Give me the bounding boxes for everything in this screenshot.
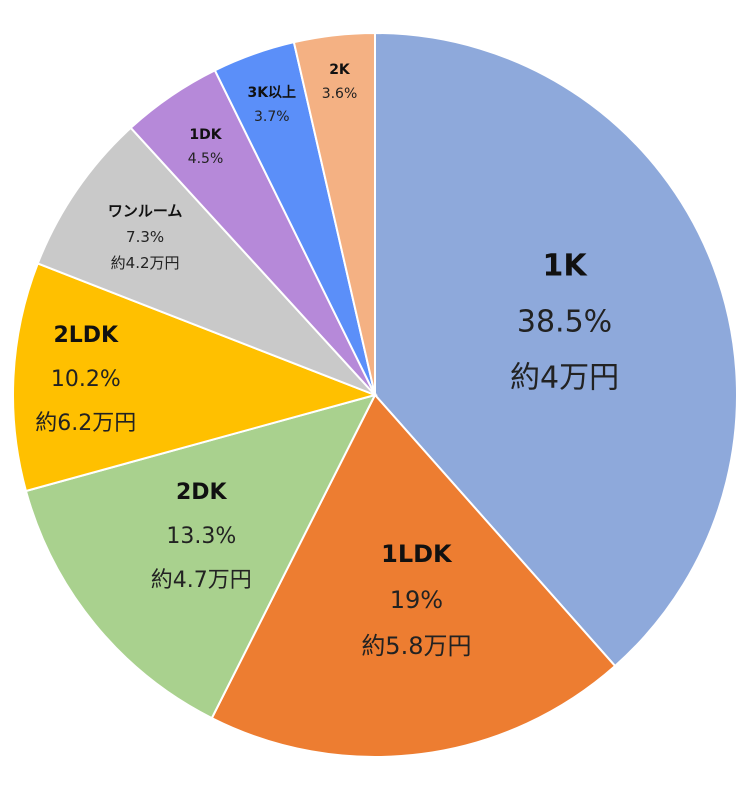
slice-labels: 1K 38.5% 約4万円 1LDK 19% 約5.8万円 2DK 13.3% 約4.7万円 2L… (35, 62, 619, 660)
slice-label-1dk: 1DK 4.5% (188, 127, 224, 167)
slice-percent-label: 3.7% (254, 109, 290, 125)
slice-percent-label: 4.5% (188, 151, 224, 167)
pie-slice-2dk (24, 393, 377, 720)
pie-slice-2k (292, 31, 376, 396)
slice-label-1k: 1K 38.5% 約4万円 (510, 249, 619, 396)
slice-price-label: 約4.7万円 (151, 568, 252, 593)
slice-label-one-room: ワンルーム 7.3% 約4.2万円 (108, 202, 183, 272)
slice-name-label: ワンルーム (108, 202, 183, 220)
pie-slice-one-room (36, 126, 376, 396)
pie-slice-2ldk (12, 262, 379, 493)
slice-price-label: 約6.2万円 (35, 411, 136, 436)
slice-label-2dk: 2DK 13.3% 約4.7万円 (151, 480, 252, 593)
slice-name-label: 2K (329, 62, 351, 78)
pie-slice-1k (374, 31, 738, 668)
slice-label-2ldk: 2LDK 10.2% 約6.2万円 (35, 323, 136, 436)
slice-label-2k: 2K 3.6% (322, 62, 358, 102)
slice-percent-label: 7.3% (126, 228, 164, 246)
slice-price-label: 約4万円 (510, 361, 619, 396)
slice-name-label: 1DK (189, 127, 222, 143)
slice-percent-label: 38.5% (517, 305, 612, 340)
slice-price-label: 約4.2万円 (111, 254, 180, 272)
slice-label-3k-plus: 3K以上 3.7% (247, 85, 296, 125)
slice-percent-label: 19% (390, 586, 443, 614)
pie-slice-1ldk (210, 393, 617, 758)
slice-label-1ldk: 1LDK 19% 約5.8万円 (361, 540, 471, 660)
slice-name-label: 3K以上 (247, 85, 296, 101)
slice-name-label: 1K (542, 249, 588, 284)
slice-name-label: 2LDK (53, 323, 119, 348)
slice-name-label: 1LDK (381, 540, 453, 568)
slice-percent-label: 10.2% (51, 367, 121, 392)
slice-percent-label: 13.3% (166, 524, 236, 549)
slice-price-label: 約5.8万円 (361, 632, 471, 660)
slice-name-label: 2DK (176, 480, 228, 505)
slice-percent-label: 3.6% (322, 86, 358, 102)
